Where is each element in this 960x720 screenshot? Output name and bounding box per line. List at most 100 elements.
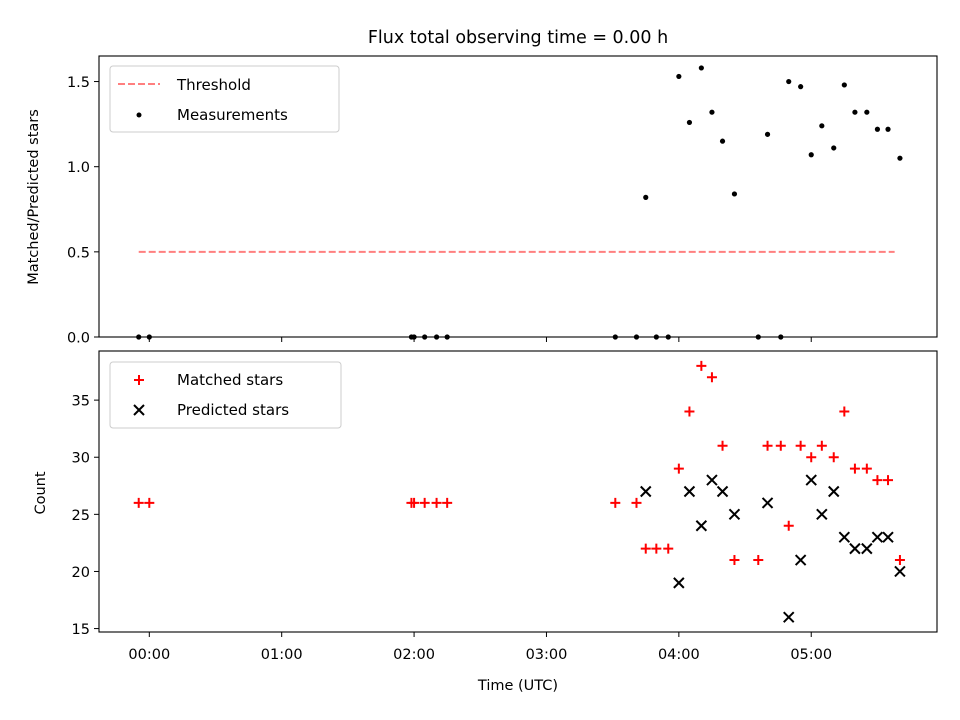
matched-star-point — [828, 452, 839, 463]
count-y-tick-label: 30 — [72, 451, 90, 467]
count-x-tick-label: 01:00 — [261, 647, 303, 663]
matched-star-point — [839, 406, 850, 417]
predicted-star-point — [882, 531, 894, 543]
measurement-point — [755, 334, 761, 340]
count-y-tick-label: 15 — [72, 622, 90, 638]
ratio-legend-box — [109, 65, 340, 133]
predicted-star-point — [894, 565, 906, 578]
measurement-point — [731, 191, 738, 197]
matched-star-point — [795, 440, 806, 451]
measurement-point — [433, 334, 440, 340]
predicted-star-point — [828, 485, 840, 498]
matched-star-point — [673, 463, 684, 474]
threshold-legend-label: Threshold — [176, 76, 251, 94]
predicted-star-point — [794, 554, 807, 566]
measurement-point — [786, 78, 792, 85]
measurement-point — [422, 334, 428, 340]
matched-star-point — [144, 497, 155, 508]
matched-star-point — [883, 475, 894, 486]
predicted-star-point — [706, 474, 718, 486]
predicted-star-point — [673, 577, 685, 589]
ratio-y-tick-label: 0.5 — [67, 245, 90, 261]
measurement-point — [764, 131, 771, 137]
measurement-point — [874, 126, 881, 132]
measurement-point — [444, 334, 450, 340]
x-axis-label: Time (UTC) — [477, 678, 558, 694]
predicted-star-point — [861, 542, 873, 555]
matched-star-point — [717, 440, 728, 451]
count-legend: Matched stars Predicted stars — [109, 361, 342, 429]
measurements-legend-label: Measurements — [177, 106, 288, 124]
count-x-tick-label: 03:00 — [526, 647, 568, 663]
predicted-star-point — [716, 485, 729, 498]
predicted-star-point — [683, 485, 696, 498]
count-y-tick-label: 25 — [72, 508, 90, 524]
ratio-legend: Threshold Measurements — [109, 65, 340, 133]
matched-star-point — [783, 520, 794, 531]
measurement-point — [798, 84, 804, 90]
ratio-y-axis-label: Matched/Predicted stars — [26, 109, 42, 285]
measurement-point — [136, 334, 142, 340]
measurement-point — [709, 109, 715, 115]
measurement-point — [686, 119, 693, 126]
measurement-point — [146, 334, 152, 340]
chart-title: Flux total observing time = 0.00 h — [368, 28, 668, 48]
matched-stars-legend-label: Matched stars — [177, 371, 283, 389]
matched-star-point — [696, 360, 707, 371]
measurement-point — [841, 82, 847, 88]
measurement-point — [719, 138, 726, 144]
count-axes: 15 20 25 30 35 00:00 01:00 02:00 03:00 04:00 05:0… — [33, 350, 938, 694]
matched-star-point — [640, 543, 651, 554]
predicted-star-point — [871, 531, 884, 543]
matched-star-point — [762, 440, 773, 451]
ratio-axes: 0.0 0.5 1.0 1.5 Matched/Predicted stars Thr… — [26, 55, 938, 347]
matched-star-point — [894, 555, 905, 566]
ratio-y-tick-label: 0.0 — [67, 331, 90, 347]
predicted-star-point — [816, 508, 828, 521]
matched-star-point — [872, 475, 883, 486]
matched-star-point — [861, 463, 872, 474]
matched-star-point — [610, 497, 621, 508]
predicted-star-point — [838, 531, 851, 543]
predicted-star-point — [728, 508, 741, 521]
count-y-tick-label: 35 — [72, 394, 90, 410]
measurements-legend-icon — [136, 112, 142, 118]
measurement-point — [633, 334, 640, 340]
measurement-point — [643, 194, 649, 200]
matched-star-point — [706, 372, 717, 383]
measurement-point — [698, 65, 704, 71]
count-axes-frame — [98, 350, 938, 633]
count-x-tick-label: 05:00 — [790, 647, 832, 663]
matched-star-point — [775, 440, 786, 451]
matched-star-point — [442, 497, 453, 508]
matched-star-point — [753, 555, 764, 566]
predicted-stars-legend-icon — [133, 404, 145, 416]
predicted-star-point — [849, 542, 861, 555]
count-x-tick-label: 02:00 — [393, 647, 435, 663]
measurement-point — [864, 109, 870, 115]
predicted-star-point — [695, 520, 708, 532]
ratio-axes-frame — [98, 55, 938, 338]
matched-stars-legend-icon — [134, 375, 144, 385]
count-legend-box — [109, 361, 342, 429]
count-x-tick-label: 00:00 — [128, 647, 170, 663]
measurement-point — [676, 73, 682, 80]
matched-star-point — [684, 406, 695, 417]
predicted-stars-legend-label: Predicted stars — [177, 401, 289, 419]
matched-star-point — [651, 543, 662, 554]
matched-star-point — [849, 463, 860, 474]
measurement-point — [897, 155, 903, 161]
measurement-point — [665, 334, 671, 340]
count-x-tick-label: 04:00 — [658, 647, 700, 663]
matched-star-point — [806, 452, 817, 463]
predicted-star-point — [640, 485, 652, 498]
count-y-tick-label: 20 — [72, 565, 90, 581]
measurement-point — [653, 334, 659, 340]
matched-star-point — [409, 497, 420, 508]
measurement-point — [612, 334, 618, 340]
measurement-point — [411, 334, 417, 340]
predicted-star-point — [783, 611, 795, 623]
measurement-point — [852, 109, 858, 115]
predicted-star-point — [761, 497, 774, 509]
